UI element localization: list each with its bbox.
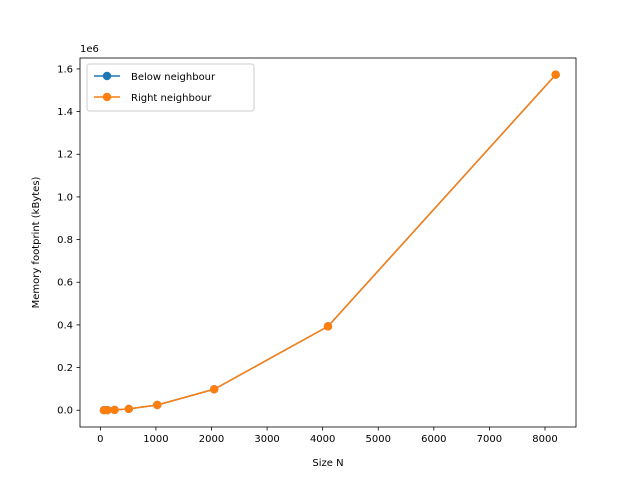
y-tick-label: 1.2	[57, 150, 73, 161]
x-tick-label: 4000	[310, 434, 335, 445]
x-tick-label: 8000	[532, 434, 557, 445]
y-tick-label: 0.2	[57, 363, 73, 374]
x-tick-label: 0	[97, 434, 103, 445]
data-point-series-1	[323, 322, 333, 331]
legend: Below neighbour Right neighbour	[86, 63, 255, 112]
data-point-series-1	[209, 385, 219, 394]
y-tick-label: 1.6	[57, 64, 73, 75]
x-tick-label: 1000	[143, 434, 168, 445]
y-tick-label: 0.0	[57, 406, 73, 417]
data-point-series-1	[124, 404, 133, 414]
x-tick-label: 5000	[366, 434, 391, 445]
legend-label: Right neighbour	[131, 93, 212, 104]
data-point-series-1	[110, 405, 119, 415]
y-tick-label: 0.8	[57, 235, 73, 246]
data-point-series-1	[153, 400, 162, 410]
legend-marker-0	[102, 71, 112, 81]
y-axis-label: Memory footprint (kBytes)	[31, 176, 42, 308]
y-tick-label: 0.4	[57, 320, 73, 331]
y-tick-label: 0.6	[57, 278, 73, 289]
y-axis-ticks: 0.0 0.2 0.4 0.6 0.8 1.0 1.2 1.4 1.6	[57, 64, 80, 417]
series-layer	[99, 70, 560, 415]
y-tick-label: 1.4	[57, 107, 73, 118]
legend-marker-1	[102, 92, 112, 102]
data-point-series-1	[103, 405, 112, 415]
x-axis-ticks: 0 1000 2000 3000 4000 5000 6000 7000 8000	[97, 427, 558, 445]
y-tick-label: 1.0	[57, 192, 73, 203]
x-tick-label: 7000	[477, 434, 502, 445]
x-tick-label: 2000	[199, 434, 224, 445]
x-axis-label: Size N	[312, 458, 343, 469]
x-tick-label: 6000	[421, 434, 446, 445]
axes-frame	[79, 57, 577, 428]
legend-box	[86, 63, 255, 112]
legend-label: Below neighbour	[131, 72, 216, 83]
y-axis-offset-label: 1e6	[80, 44, 99, 55]
x-tick-label: 3000	[254, 434, 279, 445]
data-point-series-1	[551, 70, 560, 79]
